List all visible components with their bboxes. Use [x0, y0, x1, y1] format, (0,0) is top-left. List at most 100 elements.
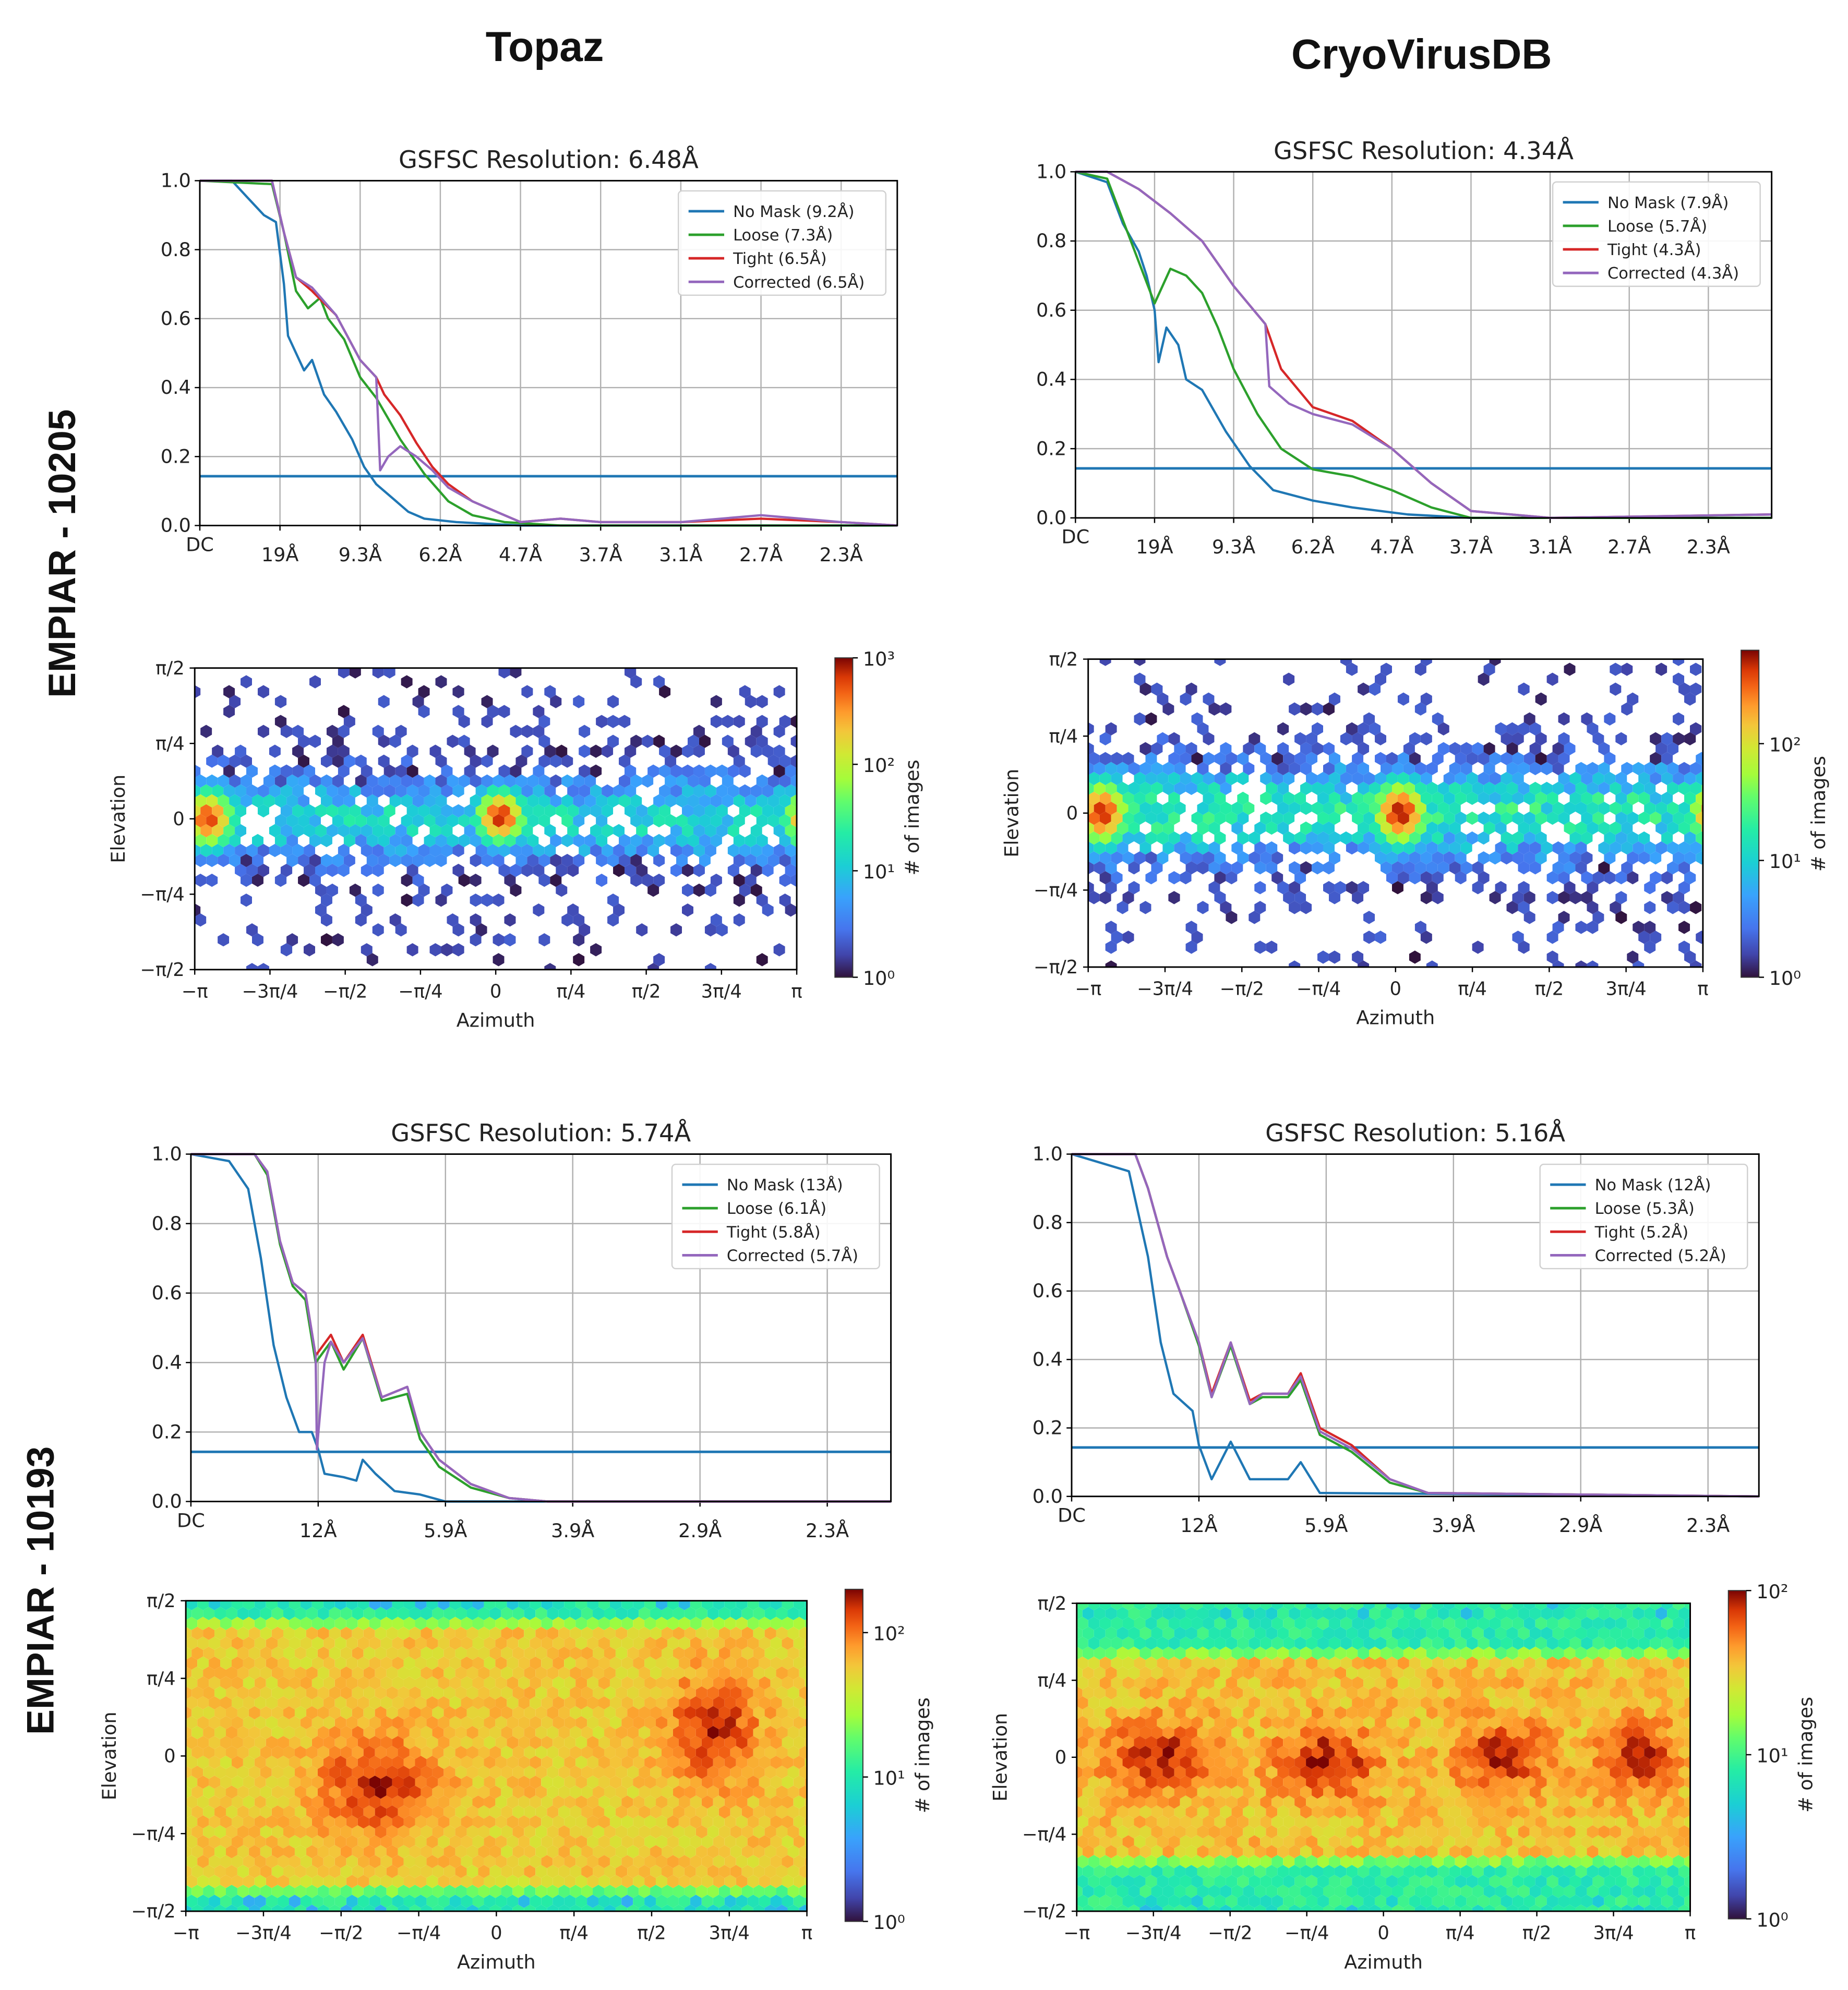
y-tick-label: 0.6: [152, 1282, 182, 1304]
hexbin-cell: [452, 685, 464, 698]
hexbin-cell: [1707, 713, 1719, 726]
y-tick-label: 1.0: [161, 170, 191, 192]
hexbin-cell: [642, 735, 653, 748]
hexbin-cell: [1690, 1706, 1701, 1719]
legend: No Mask (9.2Å)Loose (7.3Å)Tight (6.5Å)Co…: [678, 191, 886, 295]
hexbin-cell: [1312, 861, 1323, 874]
hexbin-cell: [401, 894, 413, 907]
y-tick-label: 0: [173, 809, 185, 830]
legend-label: Corrected (4.3Å): [1607, 264, 1739, 283]
y-tick-label: 0.2: [152, 1420, 182, 1443]
hexbin-cell: [258, 725, 269, 738]
hexbin-cell: [1690, 1746, 1701, 1759]
hexbin-cell: [183, 794, 195, 807]
hexbin-cell: [183, 814, 195, 827]
x-tick-label: 0: [490, 981, 502, 1002]
y-tick-label: −π/4: [1034, 880, 1078, 901]
x-tick-label: 5.9Å: [1304, 1514, 1348, 1537]
hexbin-cell: [596, 874, 607, 887]
hexbin-cell: [1266, 940, 1277, 954]
hexbin-cell: [817, 1617, 828, 1630]
hexbin-cell: [682, 903, 693, 916]
hexbin-cell: [493, 894, 505, 907]
y-tick-label: 0.2: [1036, 437, 1066, 460]
hexbin-cell: [401, 675, 413, 688]
y-tick-label: 0.6: [1036, 299, 1066, 321]
hexbin-cell: [1077, 772, 1088, 785]
colorbar: [835, 658, 853, 977]
hexbin-cell: [811, 1865, 822, 1878]
x-tick-label: 6.2Å: [1291, 535, 1335, 558]
hexbin-cell: [510, 665, 521, 678]
hexbin-cell: [1696, 1855, 1707, 1868]
hexbin-cell: [1690, 1786, 1701, 1799]
hexbin-cell: [169, 1805, 180, 1818]
hexbin-cell: [1123, 931, 1134, 944]
hexbin-cell: [1707, 812, 1719, 825]
hexbin-cell: [670, 923, 682, 936]
hexbin-cell: [797, 705, 808, 718]
hexbin-cell: [1696, 1716, 1707, 1729]
hexbin-cell: [811, 1647, 822, 1660]
hexbin-cell: [174, 1776, 186, 1789]
chart-title: GSFSC Resolution: 6.48Å: [399, 146, 699, 174]
hexbin-cell: [174, 1835, 186, 1848]
hexbin-cell: [817, 1696, 828, 1709]
hexbin-cell: [1535, 693, 1547, 706]
hexbin-cell: [493, 953, 505, 966]
hexbin-cell: [1615, 732, 1627, 745]
x-tick-label: −3π/4: [235, 1923, 292, 1944]
hexbin-cell: [1060, 1865, 1071, 1878]
hexbin-cell: [579, 725, 590, 738]
x-tick-label: 6.2Å: [418, 543, 462, 566]
x-tick-label: DC: [1058, 1504, 1086, 1527]
hexbin-cell: [1329, 950, 1340, 963]
x-tick-label: −π/2: [323, 981, 367, 1002]
hexbin-cell: [174, 1736, 186, 1749]
hexbin-cell: [338, 665, 350, 678]
hexbin-cell: [693, 884, 705, 897]
hexbin-cell: [774, 685, 785, 698]
hexbin-cell: [1077, 752, 1088, 765]
x-tick-label: 2.3Å: [820, 543, 863, 566]
x-tick-label: π/4: [557, 981, 586, 1002]
x-tick-label: π: [791, 981, 802, 1002]
hexbin-cell: [1690, 1726, 1701, 1739]
hexbin-cell: [1071, 782, 1083, 795]
hexbin-cell: [1690, 1825, 1701, 1838]
hexbin-cell: [1134, 713, 1146, 726]
hexbin-cell: [1696, 931, 1707, 944]
hexbin-cell: [493, 933, 505, 946]
hexbin-cell: [1644, 901, 1655, 914]
hexbin-cell: [1363, 911, 1375, 924]
hexbin-cell: [183, 755, 195, 768]
legend-label: Loose (5.7Å): [1607, 217, 1707, 236]
legend-label: No Mask (9.2Å): [733, 202, 854, 221]
hexbin-cell: [1065, 1875, 1077, 1888]
y-tick-label: π/2: [1049, 649, 1078, 670]
y-tick-label: 0.2: [161, 445, 191, 467]
hexbin-cell: [811, 1706, 822, 1719]
hexbin-cell: [1375, 931, 1386, 944]
hexbin-cell: [304, 943, 315, 956]
legend-label: Tight (5.2Å): [1594, 1223, 1689, 1241]
colorbar-label: # of images: [1807, 756, 1830, 872]
hexbin-cell: [619, 715, 630, 728]
hexbin-cell: [482, 894, 493, 907]
x-tick-label: DC: [186, 533, 214, 556]
colorbar-label: # of images: [901, 759, 923, 875]
hexbin-cell: [817, 1736, 828, 1749]
hexbin-cell: [802, 655, 814, 668]
hexbin-cell: [1300, 703, 1312, 716]
hexbin-cell: [1696, 1736, 1707, 1749]
y-tick-label: −π/2: [131, 1901, 175, 1922]
hexbin-cell: [1547, 891, 1558, 904]
hexbin-cell: [1060, 1885, 1071, 1898]
hexbin-cell: [817, 1756, 828, 1769]
x-tick-label: 3.7Å: [579, 543, 622, 566]
hexbin-cell: [174, 1597, 186, 1610]
hexbin-cell: [1575, 921, 1587, 934]
legend: No Mask (12Å)Loose (5.3Å)Tight (5.2Å)Cor…: [1540, 1164, 1748, 1269]
hexbin-cell: [1060, 1706, 1071, 1719]
